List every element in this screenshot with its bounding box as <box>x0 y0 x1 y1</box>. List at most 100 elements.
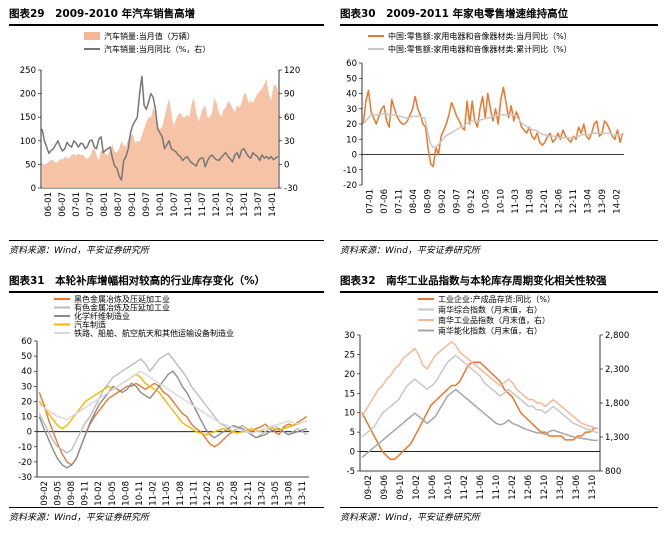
x-tick-label: 07-11 <box>394 189 404 214</box>
legend-label-1: 南华综合指数（月末值，右） <box>438 305 542 315</box>
x-tick-label: 10-02 <box>412 475 422 500</box>
y-left-tick-label: 30 <box>344 331 355 341</box>
y-left-tick-label: -20 <box>18 458 32 468</box>
y-left-tick-label: 30 <box>346 105 357 115</box>
y-right-tick-label: 2,800 <box>605 331 629 341</box>
x-tick-label: 12-06 <box>555 189 565 214</box>
y-left-tick-label: 60 <box>346 59 357 69</box>
x-tick-label: 09-08 <box>67 481 77 505</box>
x-tick-label: 09-02 <box>364 475 374 500</box>
x-tick-label: 12-11 <box>244 481 254 505</box>
x-tick-label: 11-02 <box>460 475 470 500</box>
x-tick-label: 12-10 <box>540 475 550 500</box>
chart29-panel: 图表29 2009-2010 年汽车销售高增 0 50 100 150 200 250 -3… <box>9 6 324 261</box>
chart30-source-rule <box>340 240 658 241</box>
chart29-title-rule <box>9 24 324 26</box>
x-tick-label: 12-05 <box>217 481 227 505</box>
series-line-1 <box>361 354 599 438</box>
x-tick-label: 07-06 <box>380 189 390 214</box>
y-left-tick-label: 50 <box>25 160 36 170</box>
x-tick-label: 09-02 <box>438 189 448 214</box>
x-tick-label: 10-06 <box>428 475 438 500</box>
legend-label-4: 铁路、船舶、航空航天和其他运输设备制造业 <box>74 328 234 338</box>
chart31-title-rule <box>9 291 324 293</box>
y-left-tick-label: 10 <box>344 409 355 419</box>
chart30-title: 图表30 2009-2011 年家电零售增速维持高位 <box>340 8 569 20</box>
x-tick-label: 10-01 <box>156 192 166 217</box>
x-tick-label: 13-02 <box>257 481 267 505</box>
x-tick-label: 09-02 <box>40 481 50 505</box>
y-right-tick-label: 60 <box>284 113 295 123</box>
y-right-tick-label: -30 <box>284 184 298 194</box>
y-left-tick-label: 15 <box>344 389 355 399</box>
chart32-panel: 图表32 南华工业品指数与本轮库存周期变化相关性较强 -5 0 5 10 15 20 25 3… <box>340 273 658 533</box>
series-line-2 <box>38 370 307 469</box>
series-line-2 <box>361 341 599 430</box>
chart31-svg: -30 -20 -10 0 10 20 30 40 50 60 09-02 09-05 09-08 09-… <box>18 294 309 505</box>
y-left-tick-label: 0 <box>350 448 355 458</box>
chart29-svg: 0 50 100 150 200 250 -30 0 30 60 90 120 06-01 06-07 07… <box>20 31 300 217</box>
y-left-tick-label: -20 <box>343 181 357 191</box>
x-tick-label: 06-01 <box>44 192 54 217</box>
x-tick-label: 08-01 <box>100 192 110 217</box>
series-line-4 <box>38 370 307 434</box>
chart31-source: 资料来源：Wind，平安证券研究所 <box>9 513 149 523</box>
x-tick-label: 11-06 <box>476 475 486 500</box>
legend-label-0: 黑色金属冶炼及压延加工业 <box>74 294 170 304</box>
series-line-1 <box>41 75 279 181</box>
chart31-panel: 图表31 本轮补库增幅相对较高的行业库存变化（%） -30 -20 -10 0 10 20… <box>9 273 324 533</box>
y-left-tick-label: 0 <box>31 184 36 194</box>
x-tick-label: 09-12 <box>467 189 477 214</box>
chart29-source-rule <box>9 240 324 241</box>
y-left-tick-label: 200 <box>20 90 36 100</box>
x-tick-label: 11-08 <box>176 481 186 505</box>
legend-label-3: 南华能化指数（月末值，右） <box>438 326 542 336</box>
x-tick-label: 13-01 <box>240 192 250 217</box>
x-tick-label: 07-01 <box>72 192 82 217</box>
legend-label-2: 化学纤维制造业 <box>74 311 130 321</box>
chart32-title: 图表32 南华工业品指数与本轮库存周期变化相关性较强 <box>340 275 607 287</box>
x-tick-label: 11-03 <box>511 189 521 214</box>
y-right-tick-label: 800 <box>605 467 621 477</box>
y-left-tick-label: 0 <box>352 151 357 161</box>
x-tick-label: 10-02 <box>94 481 104 505</box>
chart31-title: 图表31 本轮补库增幅相对较高的行业库存变化（%） <box>9 275 266 287</box>
x-tick-label: 09-05 <box>53 481 63 505</box>
y-left-tick-label: 10 <box>21 413 32 423</box>
y-left-tick-label: 100 <box>20 137 36 147</box>
x-tick-label: 13-04 <box>584 189 594 214</box>
chart30-panel: 图表30 2009-2011 年家电零售增速维持高位 -20 -10 0 10 20 30… <box>340 6 658 261</box>
x-tick-label: 09-07 <box>142 192 152 217</box>
x-tick-label: 13-05 <box>271 481 281 505</box>
y-left-tick-label: 50 <box>346 74 357 84</box>
x-tick-label: 12-07 <box>226 192 236 217</box>
x-tick-label: 14-02 <box>613 189 623 214</box>
y-left-tick-label: 50 <box>21 352 32 362</box>
x-tick-label: 10-10 <box>496 189 506 214</box>
y-left-tick-label: 5 <box>350 428 355 438</box>
y-left-tick-label: -10 <box>18 443 32 453</box>
y-left-tick-label: 20 <box>344 370 355 380</box>
y-right-tick-label: 1,800 <box>605 399 629 409</box>
x-tick-label: 13-10 <box>588 475 598 500</box>
series-line-0 <box>362 86 624 168</box>
x-tick-label: 12-08 <box>230 481 240 505</box>
y-left-tick-label: 10 <box>346 135 357 145</box>
y-right-tick-label: 90 <box>284 90 295 100</box>
y-left-tick-label: -5 <box>347 467 355 477</box>
x-tick-label: 08-04 <box>409 189 419 214</box>
x-tick-label: 09-10 <box>396 475 406 500</box>
x-tick-label: 10-05 <box>108 481 118 505</box>
series-line-3 <box>361 388 598 458</box>
y-left-tick-label: 20 <box>21 397 32 407</box>
x-tick-label: 11-05 <box>162 481 172 505</box>
x-tick-label: 10-10 <box>444 475 454 500</box>
y-right-tick-label: 30 <box>284 137 295 147</box>
y-right-tick-label: 2,300 <box>605 365 629 375</box>
x-tick-label: 12-02 <box>203 481 213 505</box>
x-tick-label: 06-07 <box>58 192 68 217</box>
y-right-tick-label: 1,300 <box>605 433 629 443</box>
chart32-source: 资料来源：Wind，平安证券研究所 <box>340 513 480 523</box>
legend-label-0: 工业企业:产成品存货:同比（%） <box>438 294 555 304</box>
legend-label-0: 中国:零售额:家用电器和音像器材类:当月同比（%） <box>388 31 572 41</box>
